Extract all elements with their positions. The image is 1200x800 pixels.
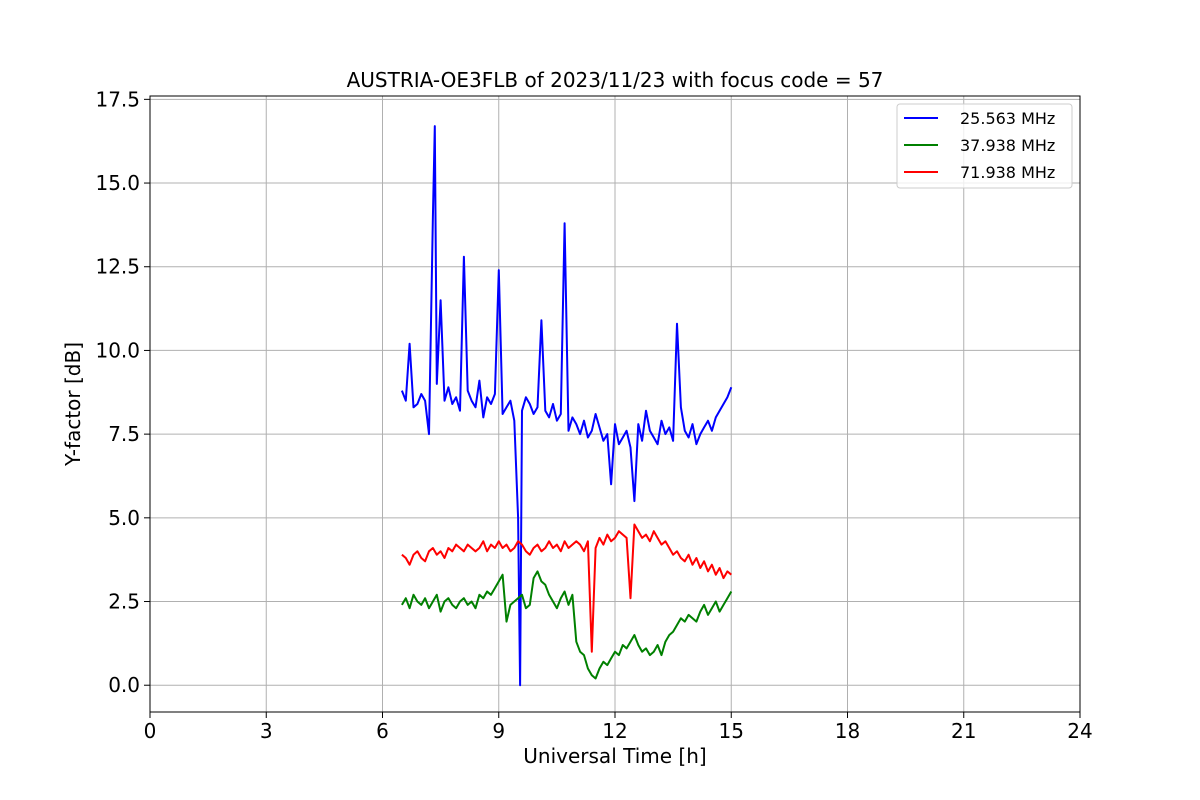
x-tick-label: 18 [835, 719, 860, 743]
y-tick-label: 0.0 [108, 673, 140, 697]
x-axis-label: Universal Time [h] [523, 744, 706, 768]
series-line-37-938-mhz [401, 570, 733, 680]
y-axis-ticks: 0.0 2.5 5.0 7.5 10.0 12.5 15.0 17.5 [95, 87, 150, 697]
y-tick-label: 17.5 [95, 87, 140, 111]
y-tick-label: 2.5 [108, 590, 140, 614]
x-tick-label: 6 [376, 719, 389, 743]
x-tick-label: 9 [492, 719, 505, 743]
legend-box [896, 103, 1073, 189]
y-tick-label: 15.0 [95, 171, 140, 195]
legend-label-37938: 37.938 MHz [960, 136, 1055, 155]
y-tick-label: 12.5 [95, 255, 140, 279]
x-axis-ticks: 0 3 6 9 12 15 18 21 24 [144, 712, 1093, 743]
x-tick-label: 12 [602, 719, 627, 743]
legend-label-25563: 25.563 MHz [960, 109, 1055, 128]
x-tick-label: 21 [951, 719, 976, 743]
series-line-25-563-mhz [400, 125, 733, 687]
y-axis-label: Y-factor [dB] [61, 342, 85, 467]
series-lines [400, 125, 733, 687]
legend: 25.563 MHz 37.938 MHz 71.938 MHz [896, 103, 1073, 189]
y-tick-label: 5.0 [108, 506, 140, 530]
x-tick-label: 24 [1067, 719, 1092, 743]
x-tick-label: 0 [144, 719, 157, 743]
x-tick-label: 15 [719, 719, 744, 743]
y-tick-label: 7.5 [108, 422, 140, 446]
legend-label-71938: 71.938 MHz [960, 163, 1055, 182]
y-tick-label: 10.0 [95, 338, 140, 362]
x-tick-label: 3 [260, 719, 273, 743]
chart-title: AUSTRIA-OE3FLB of 2023/11/23 with focus … [347, 68, 884, 92]
series-line-71-938-mhz [401, 523, 732, 653]
